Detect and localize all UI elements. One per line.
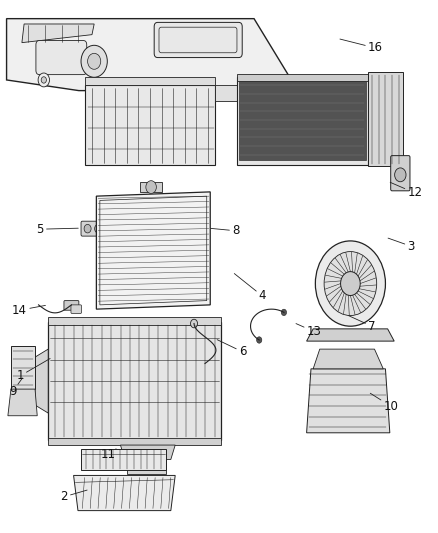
Polygon shape [140, 182, 162, 192]
Circle shape [281, 309, 286, 316]
Polygon shape [237, 77, 368, 165]
Circle shape [191, 224, 197, 232]
Circle shape [81, 45, 107, 77]
Circle shape [395, 168, 406, 182]
Circle shape [191, 319, 198, 328]
Polygon shape [74, 475, 175, 511]
Text: 3: 3 [388, 238, 415, 253]
Text: 12: 12 [390, 182, 422, 199]
Polygon shape [237, 74, 368, 81]
Polygon shape [307, 329, 394, 341]
Text: 16: 16 [340, 39, 383, 54]
Circle shape [257, 337, 262, 343]
Circle shape [198, 224, 204, 232]
Polygon shape [48, 322, 221, 440]
Polygon shape [120, 445, 175, 459]
Circle shape [315, 241, 385, 326]
FancyBboxPatch shape [186, 221, 206, 235]
Text: 13: 13 [296, 324, 321, 338]
Circle shape [41, 77, 46, 83]
Polygon shape [307, 369, 390, 433]
Polygon shape [368, 72, 403, 166]
Polygon shape [35, 349, 48, 413]
Text: 7: 7 [349, 316, 375, 333]
Polygon shape [85, 77, 215, 85]
Circle shape [95, 224, 102, 233]
Circle shape [38, 73, 49, 87]
Text: 5: 5 [36, 223, 78, 236]
FancyBboxPatch shape [71, 305, 81, 313]
Polygon shape [48, 317, 221, 325]
Text: 2: 2 [60, 490, 87, 503]
Circle shape [84, 224, 91, 233]
Text: 14: 14 [12, 304, 46, 317]
Polygon shape [81, 449, 166, 470]
FancyBboxPatch shape [36, 41, 87, 75]
FancyBboxPatch shape [64, 301, 79, 310]
Polygon shape [215, 85, 245, 101]
Text: 8: 8 [211, 224, 240, 237]
Text: 9: 9 [9, 378, 22, 398]
FancyBboxPatch shape [81, 221, 105, 236]
Circle shape [324, 252, 377, 316]
Polygon shape [85, 85, 215, 165]
Text: 1: 1 [17, 359, 50, 382]
Text: 11: 11 [101, 448, 116, 461]
Polygon shape [96, 192, 210, 309]
Polygon shape [48, 438, 221, 445]
Text: 4: 4 [234, 273, 266, 302]
Polygon shape [22, 24, 94, 43]
FancyBboxPatch shape [154, 22, 242, 58]
Polygon shape [8, 389, 37, 416]
Circle shape [341, 272, 360, 295]
Polygon shape [313, 349, 383, 369]
Polygon shape [127, 459, 166, 474]
Circle shape [146, 181, 156, 193]
Polygon shape [7, 19, 298, 91]
Polygon shape [11, 346, 35, 389]
Polygon shape [239, 81, 366, 160]
Circle shape [88, 53, 101, 69]
Text: 10: 10 [370, 393, 398, 413]
FancyBboxPatch shape [391, 156, 410, 191]
Text: 6: 6 [217, 340, 246, 358]
